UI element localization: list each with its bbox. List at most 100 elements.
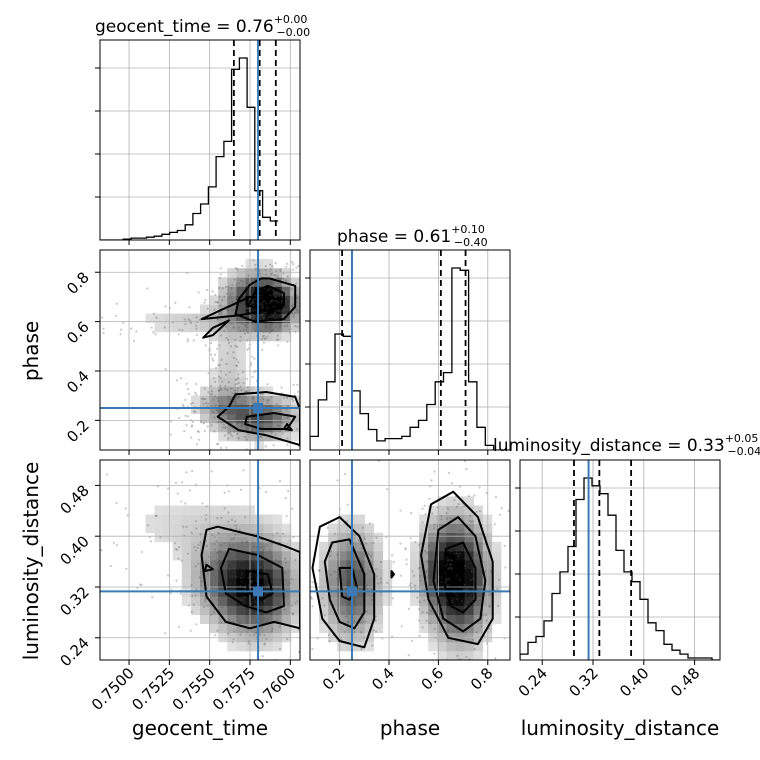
scatter-point — [277, 301, 280, 304]
density-cell — [410, 550, 420, 561]
density-cell — [218, 277, 228, 287]
scatter-point — [215, 409, 218, 412]
scatter-point — [218, 579, 221, 582]
density-cell — [163, 514, 174, 524]
scatter-point — [333, 570, 336, 573]
scatter-point — [274, 325, 277, 328]
scatter-point — [483, 696, 485, 698]
scatter-point — [304, 303, 306, 305]
scatter-point — [448, 614, 452, 617]
scatter-point — [194, 594, 197, 597]
density-cell — [145, 514, 155, 524]
density-cell — [290, 605, 300, 615]
scatter-point — [229, 421, 232, 424]
scatter-point — [476, 573, 479, 576]
scatter-point — [181, 403, 184, 406]
histogram-luminosity-distance — [520, 477, 720, 660]
scatter-point — [296, 294, 299, 297]
scatter-point — [237, 308, 240, 311]
density-cell — [337, 623, 347, 634]
grid-panel — [310, 250, 510, 450]
scatter-point — [167, 487, 170, 490]
scatter-point — [310, 596, 313, 599]
scatter-point — [62, 544, 64, 546]
scatter-point — [285, 396, 289, 399]
scatter-point — [288, 302, 291, 305]
scatter-point — [238, 381, 241, 384]
scatter-point — [259, 435, 262, 439]
density-cell — [281, 560, 292, 570]
scatter-point — [238, 528, 241, 532]
scatter-point — [360, 670, 362, 672]
density-cell — [464, 505, 474, 515]
scatter-point — [71, 569, 73, 571]
scatter-point — [217, 399, 220, 403]
density-cell — [446, 578, 456, 588]
density-cell — [428, 505, 438, 515]
scatter-point — [206, 288, 209, 292]
scatter-point — [247, 331, 250, 334]
density-cell — [181, 541, 192, 552]
density-cell — [455, 569, 465, 579]
scatter-point — [236, 378, 239, 381]
scatter-point — [282, 277, 285, 280]
density-cell — [163, 322, 174, 333]
scatter-point — [213, 548, 217, 551]
scatter-point — [213, 542, 216, 546]
density-cell — [290, 614, 300, 624]
scatter-point — [453, 499, 456, 502]
density-cell — [218, 413, 228, 424]
density-cell — [428, 523, 438, 534]
scatter-point — [239, 321, 242, 324]
scatter-point — [232, 638, 235, 641]
scatter-point — [409, 582, 412, 585]
scatter-point — [195, 382, 198, 386]
scatter-point — [304, 283, 306, 285]
scatter-point — [44, 553, 46, 555]
scatter-point — [346, 576, 349, 579]
scatter-point — [254, 267, 257, 270]
density-cell — [190, 541, 201, 552]
density-cell — [419, 605, 429, 615]
density-cell — [337, 560, 347, 570]
scatter-point — [211, 357, 214, 360]
density-cell — [227, 286, 237, 296]
scatter-point — [272, 299, 275, 302]
scatter-point — [301, 392, 303, 394]
scatter-point — [371, 644, 374, 647]
scatter-point — [322, 662, 324, 664]
scatter-point — [262, 392, 265, 395]
scatter-point — [297, 650, 300, 654]
scatter-point — [497, 604, 500, 608]
scatter-point — [230, 296, 233, 299]
density-cell — [328, 560, 338, 570]
scatter-point — [267, 399, 270, 402]
density-cell — [218, 377, 228, 387]
scatter-point — [250, 362, 253, 365]
density-cell — [190, 560, 201, 570]
scatter-point — [195, 443, 199, 446]
density-cell — [272, 614, 283, 624]
scatter-point — [229, 286, 233, 290]
scatter-point — [216, 562, 219, 565]
scatter-point — [263, 570, 266, 573]
density-cell — [236, 386, 246, 396]
scatter-point — [476, 572, 479, 575]
density-cell — [364, 560, 374, 570]
scatter-point — [237, 410, 240, 413]
density-cell — [209, 569, 219, 579]
scatter-point — [262, 398, 265, 401]
density-cell — [218, 596, 228, 606]
scatter-point — [229, 544, 232, 548]
scatter-point — [260, 565, 263, 568]
scatter-point — [214, 634, 217, 637]
density-cell — [473, 505, 484, 515]
scatter-point — [251, 616, 254, 619]
scatter-point — [235, 422, 238, 425]
histogram-step-phase — [310, 267, 510, 450]
density-cell — [290, 277, 300, 287]
scatter-point — [417, 619, 420, 622]
scatter-point — [189, 402, 192, 406]
scatter-point — [224, 601, 227, 605]
density-cell — [154, 523, 164, 534]
